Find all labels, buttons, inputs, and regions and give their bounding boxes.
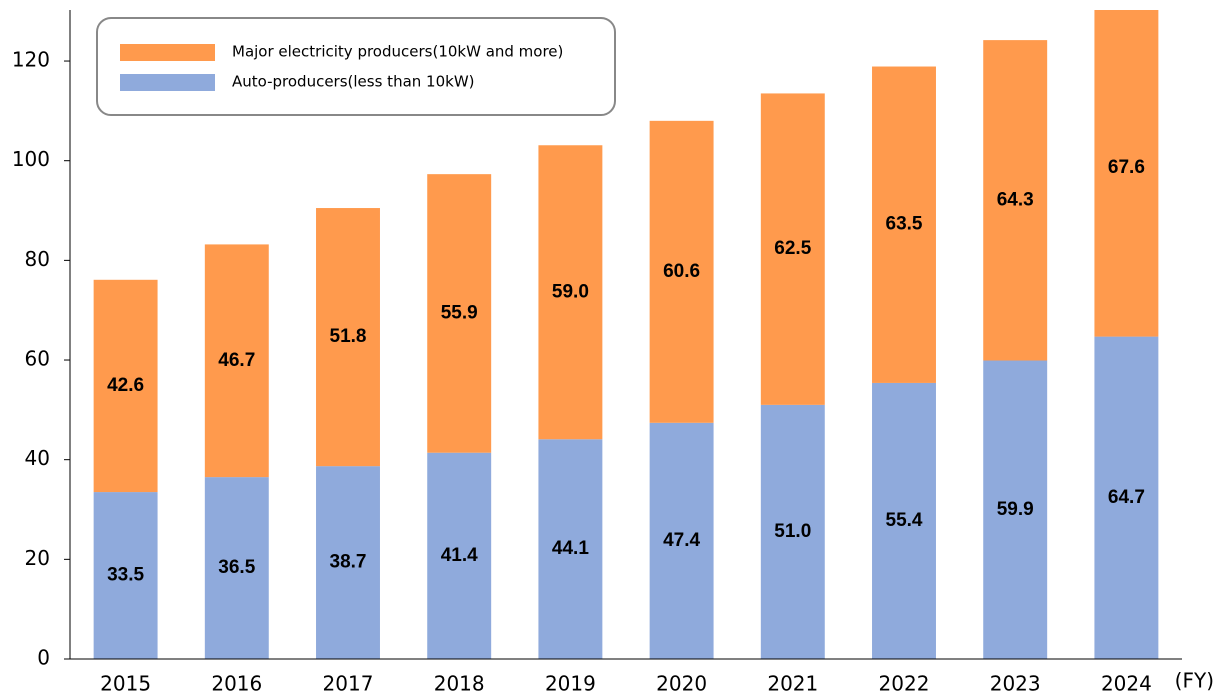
bar-segment [1094,10,1159,337]
x-tick-label: 2017 [323,672,374,695]
bar-segment [1094,336,1159,659]
data-label: 63.5 [886,214,923,235]
bar-segment [649,120,714,423]
data-label: 67.6 [1108,157,1145,178]
bar-segment [983,360,1048,659]
y-tick-label: 40 [25,446,50,470]
x-tick-label: 2024 [1101,672,1152,695]
bar-segment [760,93,825,405]
legend-label: Major electricity producers(10kW and mor… [232,43,563,61]
legend-swatch [120,74,215,91]
data-label: 64.7 [1108,487,1145,508]
data-label: 38.7 [330,552,367,573]
bar-segment [316,466,380,659]
data-label: 42.6 [107,375,144,396]
data-label: 55.4 [886,510,923,531]
data-label: 51.8 [330,326,367,347]
data-label: 60.6 [663,261,700,282]
data-label: 62.5 [774,238,811,259]
data-label: 59.9 [997,499,1034,520]
y-tick-label: 20 [25,546,50,570]
bar-segment [649,422,714,659]
bar-segment [204,244,269,478]
data-label: 44.1 [552,538,589,559]
bar-segment [538,439,603,659]
data-label: 46.7 [218,350,255,371]
data-label: 33.5 [107,565,144,586]
bar-segment [204,477,269,659]
x-tick-label: 2021 [767,672,818,695]
data-label: 51.0 [774,521,811,542]
x-tick-label: 2022 [879,672,930,695]
data-label: 47.4 [663,530,700,551]
bar-segment [983,40,1048,361]
bar-segment [538,145,603,440]
data-label: 59.0 [552,281,589,302]
bar-segment [93,492,158,659]
x-tick-label: 2019 [545,672,596,695]
bar-segment [872,382,936,659]
x-tick-label: 2023 [990,672,1041,695]
legend-box [96,17,616,116]
x-tick-label: 2018 [434,672,485,695]
y-tick-label: 80 [25,247,50,271]
data-label: 36.5 [218,557,255,578]
data-label: 41.4 [441,545,478,566]
bar-segment [872,66,936,383]
x-axis-label: (FY) [1175,669,1214,693]
y-tick-label: 120 [12,48,50,72]
bar-segment [427,174,492,453]
bar-segment [316,208,380,467]
legend-swatch [120,44,215,61]
data-label: 64.3 [997,189,1034,210]
bar-segment [93,279,158,493]
y-tick-label: 100 [12,147,50,171]
x-tick-label: 2016 [211,672,262,695]
y-tick-label: 60 [25,347,50,371]
x-tick-label: 2020 [656,672,707,695]
x-tick-label: 2015 [100,672,151,695]
legend-label: Auto-producers(less than 10kW) [232,73,475,91]
y-tick-label: 0 [37,646,50,670]
plot-area [93,10,1159,659]
data-label: 55.9 [441,302,478,323]
bar-segment [427,452,492,659]
bar-segment [760,404,825,659]
